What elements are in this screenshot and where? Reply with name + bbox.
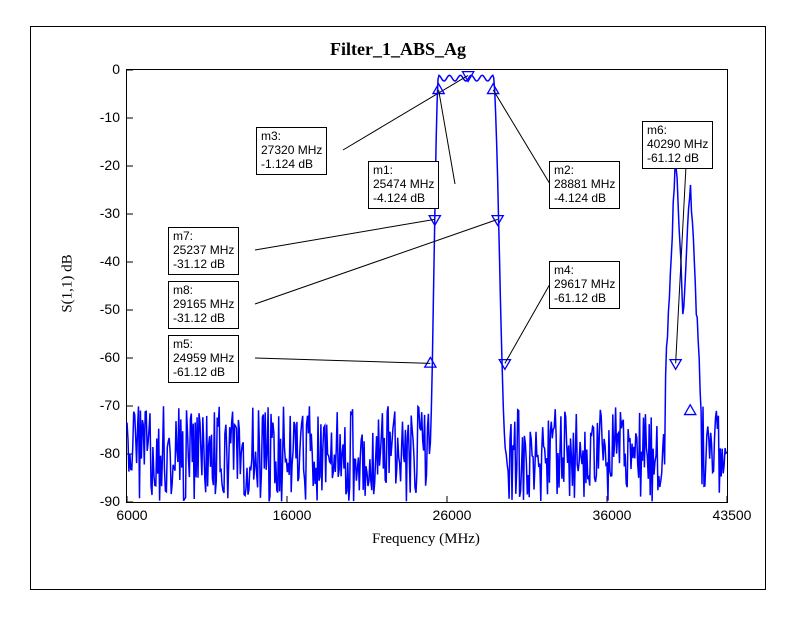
marker-annotation-m3: m3:27320 MHz-1.124 dB — [256, 127, 327, 175]
marker-annotation-m6: m6:40290 MHz-61.12 dB — [642, 121, 713, 169]
x-tick-label: 6000 — [102, 507, 162, 523]
figure-panel: Filter_1_ABS_Ag S(1,1) dB Frequency (MHz… — [30, 26, 766, 590]
y-tick-label: -50 — [100, 301, 120, 317]
x-tick-label: 26000 — [422, 507, 482, 523]
figure-outer: Filter_1_ABS_Ag S(1,1) dB Frequency (MHz… — [0, 0, 796, 624]
y-axis-label: S(1,1) dB — [60, 224, 77, 344]
y-tick-label: -10 — [100, 109, 120, 125]
chart-title: Filter_1_ABS_Ag — [31, 39, 765, 60]
y-tick-label: -30 — [100, 205, 120, 221]
x-tick-label: 36000 — [582, 507, 642, 523]
marker-annotation-m8: m8:29165 MHz-31.12 dB — [168, 281, 239, 329]
y-tick-label: -20 — [100, 157, 120, 173]
marker-annotation-m1: m1:25474 MHz-4.124 dB — [368, 161, 439, 209]
y-tick-label: -70 — [100, 397, 120, 413]
y-tick-label: -60 — [100, 349, 120, 365]
y-tick-label: 0 — [112, 61, 120, 77]
x-axis-label: Frequency (MHz) — [126, 531, 726, 548]
marker-annotation-m7: m7:25237 MHz-31.12 dB — [168, 227, 239, 275]
y-tick-label: -40 — [100, 253, 120, 269]
x-tick-label: 43500 — [702, 507, 762, 523]
marker-annotation-m2: m2:28881 MHz-4.124 dB — [549, 161, 620, 209]
x-tick-label: 16000 — [262, 507, 322, 523]
marker-annotation-m5: m5:24959 MHz-61.12 dB — [168, 335, 239, 383]
y-tick-label: -80 — [100, 445, 120, 461]
marker-annotation-m4: m4:29617 MHz-61.12 dB — [549, 261, 620, 309]
